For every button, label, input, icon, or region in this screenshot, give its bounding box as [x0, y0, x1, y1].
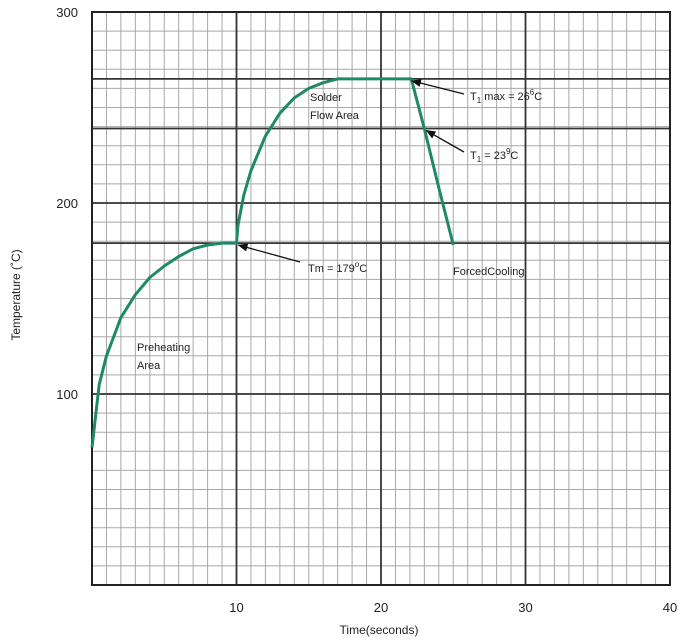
tick-labels: 10 20 30 40 100 200 300 — [56, 5, 677, 615]
x-tick-label: 10 — [229, 600, 243, 615]
x-tick-label: 30 — [518, 600, 532, 615]
t1-arrow — [425, 129, 465, 153]
solder-label: Flow Area — [310, 110, 360, 122]
temperature-profile-line — [90, 77, 455, 448]
x-tick-label: 40 — [663, 600, 677, 615]
tm-arrow — [237, 243, 301, 263]
y-tick-label: 300 — [56, 5, 78, 20]
forced-label: ForcedCooling — [453, 266, 525, 278]
y-tick-label: 100 — [56, 387, 78, 402]
solder-label: Solder — [310, 92, 342, 104]
t1max-arrow — [410, 79, 465, 95]
x-tick-label: 20 — [374, 600, 388, 615]
plot-frame — [91, 11, 671, 586]
y-tick-label: 200 — [56, 196, 78, 211]
major-gridlines — [92, 12, 670, 585]
tm-label: Tm = 179oC — [308, 260, 367, 275]
x-axis-label: Time(seconds) — [340, 623, 419, 637]
t1-label: T1 = 239C — [470, 147, 518, 164]
t1max-label: T1 max = 266C — [470, 88, 542, 105]
minor-gridlines — [92, 12, 670, 585]
y-axis-label: Temperature (˚C) — [9, 249, 23, 340]
preheat-label: Preheating — [137, 342, 190, 354]
annotations: T1 max = 266C T1 = 239C Tm = 179oC Solder Fl… — [137, 79, 542, 372]
preheat-label: Area — [137, 360, 161, 372]
